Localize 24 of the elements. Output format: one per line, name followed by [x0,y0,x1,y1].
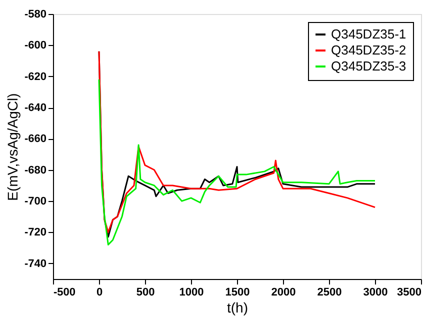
legend-label: Q345DZ35-1 [331,26,406,42]
y-tick-label: -740 [24,258,46,270]
x-tick-label: -500 [54,286,76,298]
x-tick-label: 1500 [225,286,250,298]
x-tick-label: 2000 [271,286,296,298]
y-tick-label: -680 [24,164,46,176]
legend-label: Q345DZ35-3 [331,58,406,74]
x-tick-label: 3000 [363,286,388,298]
x-tick-label: 1000 [179,286,204,298]
line-series [98,78,376,246]
y-tick-label: -700 [24,196,46,208]
y-tick-label: -660 [24,133,46,146]
y-tick-label: -720 [24,226,46,239]
legend-label: Q345DZ35-2 [331,42,406,58]
y-axis-title: E(mV,vsAg/AgCl) [4,93,20,201]
y-tick-label: -600 [24,40,46,52]
y-tick-label: -580 [24,8,46,20]
x-axis-title: t(h) [227,300,248,316]
x-tick-label: 0 [96,286,103,298]
x-tick-label: 3500 [397,286,422,298]
y-tick-label: -620 [24,70,46,83]
x-tick-label: 2500 [317,286,342,298]
y-tick-label: -640 [24,102,46,114]
x-tick-label: 500 [136,286,155,298]
